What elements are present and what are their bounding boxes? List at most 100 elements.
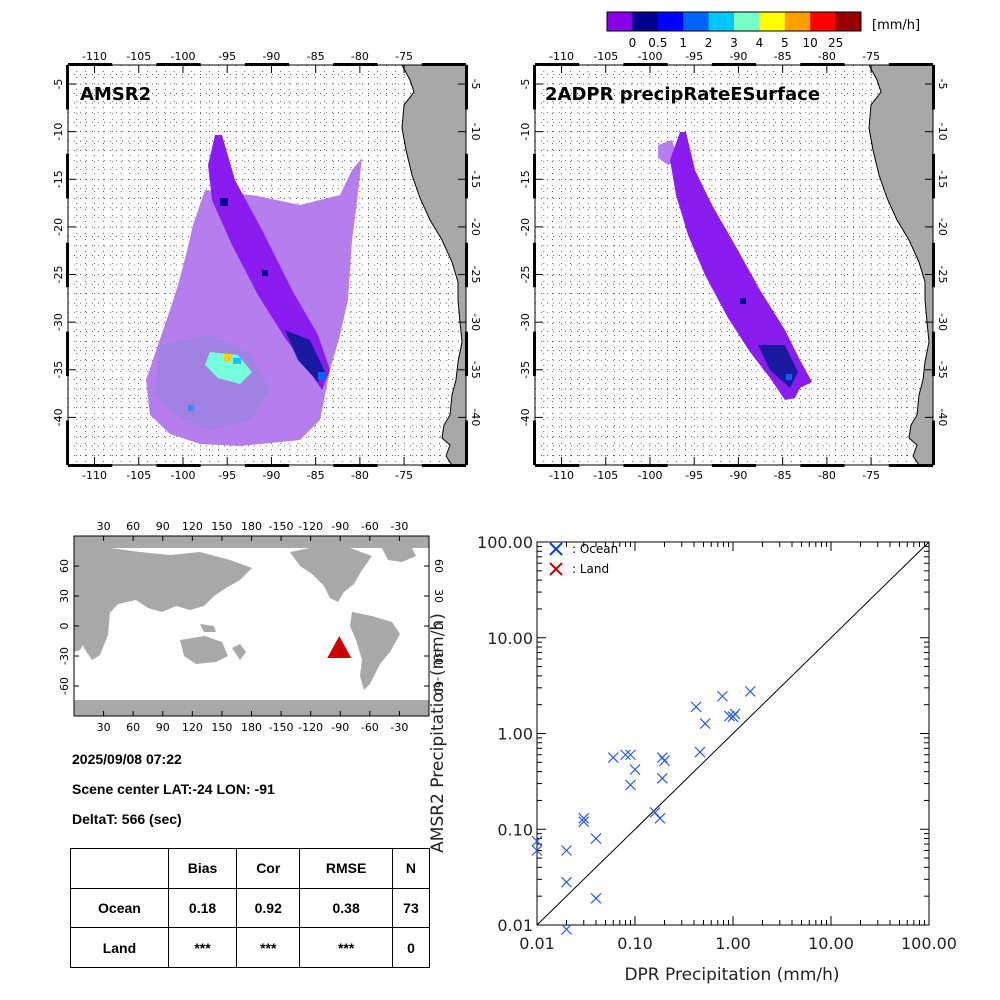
colorbar-tick-label: 2 [705,36,713,50]
globe-lat-label: 60 [58,559,71,573]
map-frame-band [66,420,69,465]
table-header-cell: N [391,848,431,889]
lon-tick-label: -85 [774,50,792,63]
dpr-precip-swath [658,132,812,400]
x-tick-label: 0.01 [519,934,555,953]
data-point-stroke [625,779,636,791]
legend-label: : Land [572,562,609,576]
data-point-ocean [607,752,619,764]
data-point-ocean [649,806,661,818]
cor-cell: *** [236,927,301,968]
map-frame-band [333,63,378,66]
x-tick-label: 0.10 [617,934,653,953]
lon-tick-label: -95 [218,50,236,63]
map-frame-band [156,464,201,467]
lat-tick-label: -15 [519,170,532,188]
map-title: 2ADPR precipRateESurface [545,84,820,105]
y-tick-label: 0.10 [497,820,533,839]
row-label: Ocean [70,887,169,929]
globe-lat-label: -60 [58,677,71,695]
globe-lon-label: -90 [331,520,349,533]
globe-lon-label: 60 [126,721,140,734]
map-frame-band [66,331,69,377]
lon-tick-label: -75 [395,50,413,63]
lon-tick-label: -105 [126,469,151,482]
data-point-stroke [744,686,756,697]
y-axis-label: AMSR2 Precipitation (mm/h) [428,613,448,853]
one-to-one-line [536,541,930,926]
legend-marker [549,562,563,576]
data-point-stroke [590,892,602,904]
colorbar-swatch [759,12,786,31]
data-point-stroke [629,764,641,775]
data-point-stroke [654,812,666,824]
lon-tick-label: -80 [818,50,836,63]
lat-tick-label: -20 [519,218,532,236]
world-locator-map: 30 60 90 120 150 180 -150 -120 -90 -60 -30 30 60 90 1… [58,520,445,734]
scene-center: Scene center LAT:-24 LON: -91 [72,781,275,797]
y-tick-label: 100.00 [477,533,533,552]
globe-lon-label: -150 [269,721,294,734]
row-label: Land [70,927,169,968]
colorbar-swatch [657,12,684,31]
map-frame-band [533,153,536,199]
dpr-map: -110 -110 -105 -105 -100 -100 -95 -95 -90 -90 -85 -… [519,50,949,482]
lat-tick-label: -10 [936,123,949,141]
table-header-cell: Cor [236,848,301,889]
map-frame-band [888,464,933,467]
map-frame-band [244,63,290,66]
legend: : Ocean: Land [549,542,618,576]
globe-lat-label: 30 [432,589,445,603]
lon-tick-label: -105 [593,469,618,482]
bias-cell: 0.18 [167,887,238,929]
globe-lat-label: -60 [432,677,445,695]
lat-tick-label: -30 [519,313,532,331]
lat-tick-label: -35 [519,361,532,379]
lon-tick-label: -90 [262,50,280,63]
map-frame-band [535,63,580,66]
lon-tick-label: -90 [729,50,747,63]
y-tick-label: 1.00 [497,725,533,744]
data-point-ocean [561,876,572,888]
x-axis-label: DPR Precipitation (mm/h) [624,965,839,985]
map-frame-band [68,63,113,66]
lon-tick-label: -75 [862,50,880,63]
globe-lon-label: 60 [126,520,140,533]
lat-tick-label: -40 [936,408,949,426]
lon-tick-label: -95 [218,469,236,482]
data-point-stroke [561,876,572,888]
data-point-ocean [561,923,572,935]
globe-lon-label: -150 [269,520,294,533]
x-tick-label: 100.00 [901,934,957,953]
globe-lon-label: -60 [361,520,379,533]
globe-lon-label: 180 [241,520,262,533]
map-frame-band [465,153,468,199]
data-point-stroke [656,772,668,784]
lat-tick-label: -10 [519,123,532,141]
data-point-stroke [659,755,670,767]
colorbar-swatch [708,12,735,31]
lon-tick-label: -110 [82,50,107,63]
globe-lon-label: 90 [156,721,170,734]
globe-lon-label: -120 [298,721,323,734]
data-point-ocean [727,711,739,723]
data-point-stroke [578,812,590,824]
scene-datetime: 2025/09/08 07:22 [72,751,182,767]
rmse-cell: 0.38 [299,887,393,929]
colorbar-swatch [784,12,811,31]
data-point-stroke [656,752,668,764]
map-frame-band [932,153,935,199]
data-point-ocean [690,701,702,713]
map-frame-band [800,63,845,66]
globe-lat-label: 0 [58,623,71,630]
lat-tick-label: -15 [52,170,65,188]
globe-lat-label: 0 [432,623,445,630]
lat-tick-label: -5 [519,79,532,90]
map-frame-band [533,242,536,288]
data-point-ocean [578,816,590,828]
data-point-ocean [620,749,631,761]
amsr2-map: -110 -110 -105 -105 -100 -100 -95 -95 -90 -90 -85 -… [52,50,482,482]
map-frame-band [711,63,757,66]
amsr2-precip-swath [146,135,362,446]
